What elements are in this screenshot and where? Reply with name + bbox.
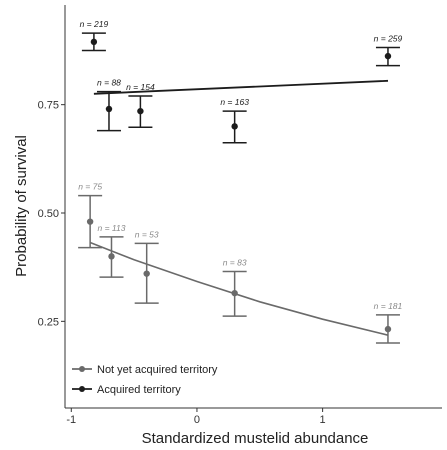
data-point	[143, 270, 149, 276]
data-point	[231, 290, 237, 296]
sample-size-label: n = 113	[98, 223, 126, 233]
sample-size-label: n = 163	[220, 97, 249, 107]
data-point	[106, 106, 112, 112]
sample-size-label: n = 259	[374, 33, 403, 43]
y-axis-title: Probability of survival	[13, 135, 30, 277]
data-point	[87, 218, 93, 224]
legend-label: Acquired territory	[97, 384, 181, 396]
x-tick-label: 1	[320, 414, 326, 426]
sample-size-label: n = 219	[80, 19, 109, 29]
data-point	[137, 108, 143, 114]
x-tick-label: 0	[194, 414, 200, 426]
x-axis-title: Standardized mustelid abundance	[142, 430, 369, 447]
data-point	[385, 53, 391, 59]
legend-marker	[79, 386, 85, 392]
y-tick-label: 0.50	[38, 208, 59, 220]
y-tick-label: 0.25	[38, 316, 59, 328]
legend-label: Not yet acquired territory	[97, 364, 218, 376]
sample-size-label: n = 154	[126, 82, 155, 92]
sample-size-label: n = 53	[135, 229, 159, 239]
sample-size-label: n = 83	[223, 258, 247, 268]
data-point	[91, 39, 97, 45]
x-tick-label: -1	[66, 414, 76, 426]
legend-marker	[79, 366, 85, 372]
data-point	[385, 326, 391, 332]
y-tick-label: 0.75	[38, 100, 59, 112]
data-point	[108, 253, 114, 259]
sample-size-label: n = 181	[374, 301, 403, 311]
sample-size-label: n = 88	[97, 78, 121, 88]
sample-size-label: n = 75	[78, 182, 102, 192]
data-point	[231, 123, 237, 129]
